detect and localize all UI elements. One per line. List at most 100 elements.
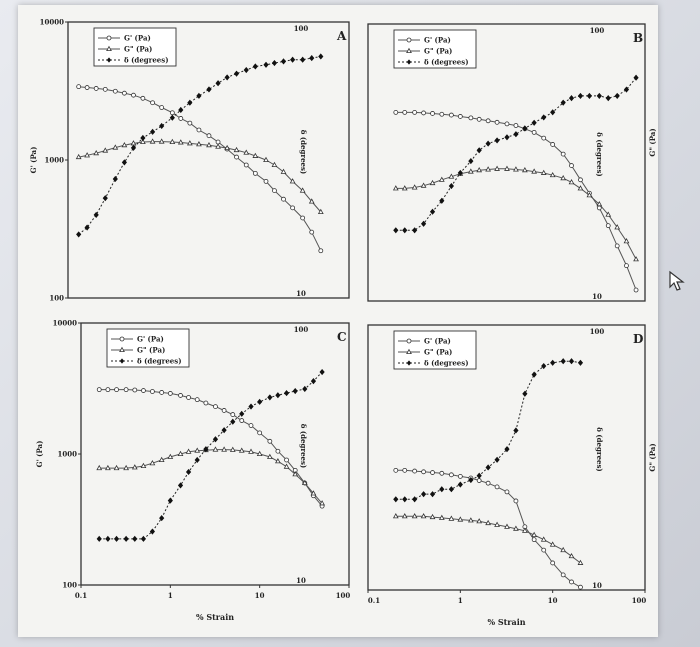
legend-label: G" (Pa) <box>124 45 152 54</box>
data-point <box>439 197 445 204</box>
series-line <box>395 360 581 500</box>
data-point <box>439 111 445 117</box>
series-line <box>99 449 323 504</box>
series-line <box>395 469 581 588</box>
data-point <box>578 177 583 183</box>
data-point <box>577 185 584 191</box>
data-point <box>448 173 455 179</box>
data-point <box>402 467 408 473</box>
data-point <box>169 114 175 121</box>
data-point <box>280 168 287 174</box>
chart-panel-d: 0.1 1 10 100 100 10 δ (degrees) D G' (Pa) G" (Pa)… <box>367 324 657 627</box>
data-point <box>178 393 183 398</box>
data-point <box>221 408 227 413</box>
y-tick-label: 100 <box>62 581 77 590</box>
data-point <box>149 528 156 535</box>
legend-marker <box>106 35 112 41</box>
data-point <box>224 74 230 81</box>
legend-marker <box>406 47 412 53</box>
data-point <box>203 446 209 453</box>
data-point <box>577 559 584 565</box>
data-point <box>300 215 306 221</box>
legend-marker <box>106 57 112 63</box>
data-point <box>252 63 258 70</box>
panel-letter: D <box>633 332 643 346</box>
data-point <box>229 446 236 452</box>
data-point <box>494 119 500 125</box>
data-point <box>568 358 575 365</box>
data-point <box>284 457 289 463</box>
data-point <box>412 227 418 234</box>
data-point <box>213 404 218 410</box>
data-point <box>221 427 227 434</box>
data-point <box>569 163 574 168</box>
data-point <box>457 481 463 488</box>
data-point <box>541 135 547 141</box>
data-point <box>158 456 165 462</box>
data-point <box>513 498 519 504</box>
panel-letter: A <box>336 29 347 43</box>
delta-tick-label: 10 <box>592 292 602 301</box>
data-point <box>196 141 202 147</box>
data-point <box>586 192 593 198</box>
data-point <box>318 248 324 254</box>
data-point <box>402 110 408 115</box>
data-point <box>167 453 174 459</box>
data-point <box>96 387 102 393</box>
data-point <box>319 368 325 376</box>
data-point <box>476 147 482 154</box>
data-point <box>289 178 296 184</box>
delta-axis-title: δ (degrees) <box>299 424 308 469</box>
legend-label: G" (Pa) <box>424 47 452 56</box>
left-axis-title: G' (Pa) <box>35 441 44 468</box>
data-point <box>393 496 399 503</box>
data-point <box>402 227 408 234</box>
data-point <box>275 392 281 399</box>
data-point <box>550 560 556 566</box>
data-point <box>196 127 202 133</box>
data-point <box>420 220 427 227</box>
data-point <box>302 385 308 393</box>
data-point <box>114 387 119 393</box>
data-point <box>504 165 510 171</box>
data-point <box>438 514 445 520</box>
data-point <box>569 579 574 585</box>
data-point <box>568 95 575 102</box>
data-point <box>206 133 212 139</box>
data-point <box>448 515 455 521</box>
data-point <box>139 138 146 145</box>
data-point <box>194 456 200 464</box>
data-point <box>283 390 290 397</box>
data-point <box>457 516 464 522</box>
data-point <box>439 470 445 476</box>
data-point <box>266 453 273 459</box>
data-point <box>623 238 630 244</box>
legend-marker <box>119 336 125 342</box>
series-line <box>99 371 323 540</box>
data-point <box>196 92 202 99</box>
data-point <box>420 182 427 188</box>
data-point <box>401 513 408 519</box>
data-point <box>468 476 474 484</box>
delta-tick-label: 10 <box>296 576 306 585</box>
right-axis-title: G" (Pa) <box>648 443 657 471</box>
legend-label: δ (degrees) <box>124 56 169 65</box>
delta-axis-title: δ (degrees) <box>299 130 308 175</box>
data-point <box>521 527 528 533</box>
data-point <box>485 480 491 486</box>
data-point <box>540 536 547 542</box>
data-point <box>149 128 156 135</box>
data-point <box>439 486 445 493</box>
delta-tick-label: 100 <box>590 327 605 336</box>
data-point <box>159 390 165 395</box>
data-point <box>476 116 482 122</box>
data-point <box>310 490 317 496</box>
data-point <box>212 436 219 443</box>
legend-label: G" (Pa) <box>424 348 452 357</box>
data-point <box>150 389 155 394</box>
data-point <box>309 229 315 235</box>
data-point <box>123 464 130 471</box>
